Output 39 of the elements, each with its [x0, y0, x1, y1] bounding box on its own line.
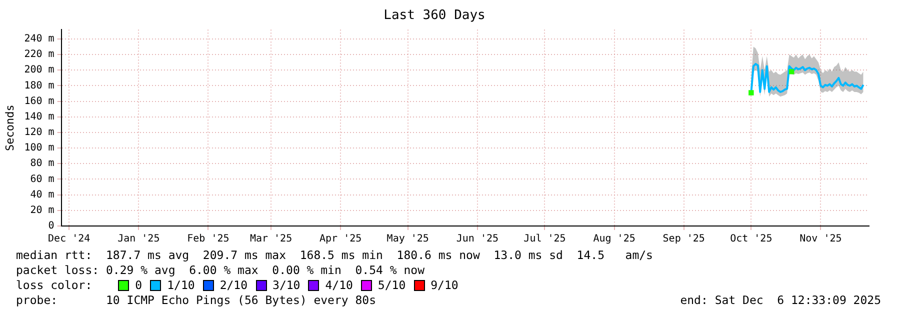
y-axis-title: Seconds [3, 104, 16, 151]
legend-label: 5/10 [378, 278, 406, 293]
y-tick-label: 140 m [24, 111, 54, 122]
y-tick-label: 60 m [30, 174, 54, 185]
y-tick-label: 0 [48, 220, 54, 232]
x-tick-label: Dec '24 [48, 234, 90, 245]
legend-label: 2/10 [220, 278, 248, 293]
text: end: Sat Dec 6 12:33:09 2025 [680, 293, 881, 308]
y-tick-label: 240 m [24, 34, 54, 45]
legend-label: 4/10 [325, 278, 353, 293]
x-tick-label: Oct '25 [730, 234, 772, 245]
legend-label: 0 [135, 278, 142, 293]
chart-title: Last 360 Days [384, 8, 486, 24]
x-tick-label: Feb '25 [187, 234, 230, 245]
x-tick-label: Jul '25 [524, 234, 566, 245]
x-tick-label: Aug '25 [593, 234, 636, 245]
text: packet loss: 0.29 % avg 6.00 % max 0.00 % min 0.54 % now [15, 263, 426, 278]
y-tick-label: 20 m [30, 205, 54, 216]
text: probe: 10 ICMP Echo Pings (56 Bytes) every 80s [16, 293, 376, 308]
x-tick-label: Sep '25 [662, 234, 705, 245]
x-tick-label: Mar '25 [250, 234, 292, 245]
y-tick-label: 200 m [24, 64, 54, 76]
x-tick-label: Jan '25 [118, 234, 160, 245]
y-tick-label: 40 m [30, 189, 54, 200]
x-tick-label: Apr '25 [320, 234, 362, 245]
y-tick-label: 80 m [30, 158, 54, 170]
y-tick-label: 180 m [24, 80, 54, 92]
y-tick-label: 120 m [24, 127, 54, 138]
legend-label: 3/10 [272, 278, 300, 293]
text: median rtt: 187.7 ms avg 209.7 ms max 168.5 ms min 180.6 ms now 13.0 ms sd 14.5 am/s [15, 248, 654, 263]
y-tick-label: 100 m [24, 142, 54, 154]
x-tick-label: May '25 [386, 234, 429, 245]
legend-label: 1/10 [167, 278, 195, 293]
x-tick-label: Nov '25 [800, 234, 842, 245]
legend-title: loss color: [16, 278, 92, 293]
y-tick-label: 160 m [24, 96, 54, 107]
legend-label: 9/10 [430, 278, 458, 293]
x-tick-label: Jun '25 [456, 234, 499, 245]
y-tick-label: 220 m [24, 49, 54, 60]
